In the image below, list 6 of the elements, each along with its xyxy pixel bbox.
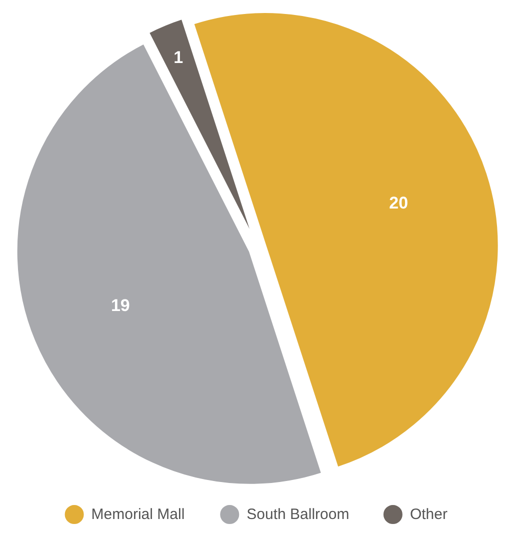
legend-label: Memorial Mall [91, 506, 185, 523]
legend-label: South Ballroom [246, 506, 350, 523]
legend-label: Other [410, 506, 448, 523]
data-label: 1 [174, 48, 184, 68]
data-label: 20 [389, 193, 408, 212]
data-label: 19 [110, 296, 130, 315]
